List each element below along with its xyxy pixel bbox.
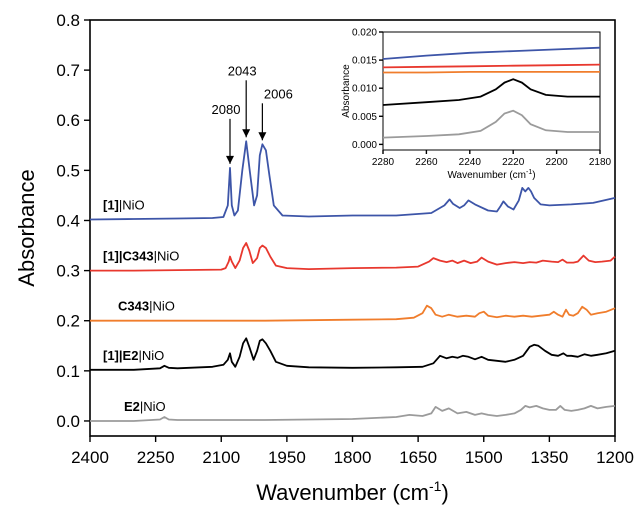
- inset-x-axis-title-text: Wavenumber (cm: [447, 170, 526, 181]
- y-tick-label: 0.6: [56, 111, 80, 130]
- series-label-rest: |NiO: [149, 299, 175, 314]
- peak-arrow-head: [226, 155, 234, 164]
- y-tick-label: 0.4: [56, 211, 80, 230]
- inset-plot: 2280 2260 2240 2220 2200 2180 0.000 0.005 0.010 0…: [341, 28, 612, 182]
- y-tick-label: 0.3: [56, 262, 80, 281]
- x-tick-label: 2250: [137, 448, 175, 467]
- x-axis-title-superscript: -1: [429, 478, 442, 494]
- series-label-rest: |NiO: [119, 197, 145, 212]
- inset-y-tick-label: 0.010: [352, 84, 377, 95]
- y-tick-label: 0.7: [56, 61, 80, 80]
- y-tick-label: 0.5: [56, 161, 80, 180]
- y-tick-label: 0.8: [56, 11, 80, 30]
- inset-y-tick-label: 0.005: [352, 112, 377, 123]
- main-plot: 2400 2250 2100 1950 1800 1650 1500 1350 12000.00…: [14, 11, 634, 505]
- inset-y-tick-label: 0.000: [352, 140, 377, 151]
- x-tick-label: 1650: [399, 448, 437, 467]
- x-tick-label: 1950: [268, 448, 306, 467]
- series-label: [1]|C343|NiO: [103, 249, 179, 264]
- inset-x-tick-label: 2280: [372, 157, 395, 168]
- x-axis-title: Wavenumber (cm-1): [256, 478, 449, 505]
- x-tick-label: 1800: [334, 448, 372, 467]
- inset-x-tick-label: 2180: [589, 157, 612, 168]
- series-line: [89, 140, 616, 221]
- peak-arrow-head: [242, 129, 251, 138]
- x-axis-title-text: Wavenumber (cm: [256, 480, 429, 505]
- peak-label: 2006: [264, 86, 293, 101]
- y-tick-label: 0.2: [56, 312, 80, 331]
- inset-x-axis-title-end: ): [532, 170, 535, 181]
- x-tick-label: 2400: [71, 448, 109, 467]
- inset-x-axis-title: Wavenumber (cm-1): [447, 169, 535, 181]
- peak-label: 2043: [228, 63, 257, 78]
- x-tick-label: 1500: [465, 448, 503, 467]
- x-tick-label: 1350: [530, 448, 568, 467]
- series-label: [1]|NiO: [103, 197, 145, 212]
- peak-label: 2080: [212, 102, 241, 117]
- series-label-bold: E2: [124, 399, 140, 414]
- series-line: [90, 242, 616, 272]
- x-tick-label: 2100: [202, 448, 240, 467]
- inset-series-line: [383, 71, 600, 74]
- series-label-rest: |NiO: [140, 399, 166, 414]
- inset-series-line: [382, 63, 601, 69]
- series-line: [90, 404, 616, 422]
- series-label-rest: |NiO: [154, 249, 180, 264]
- inset-x-tick-label: 2260: [415, 157, 438, 168]
- inset-series-line: [382, 46, 601, 60]
- y-tick-label: 0.1: [56, 362, 80, 381]
- inset-y-axis-title: Absorbance: [341, 64, 352, 118]
- inset-x-tick-label: 2240: [459, 157, 482, 168]
- series-label: [1]|E2|NiO: [103, 348, 164, 363]
- series-label: E2|NiO: [124, 399, 166, 414]
- y-axis-title: Absorbance: [14, 169, 39, 286]
- inset-y-tick-label: 0.015: [352, 56, 377, 67]
- series-label-bold: C343: [118, 299, 149, 314]
- inset-y-tick-label: 0.020: [352, 28, 377, 39]
- series-line: [90, 337, 616, 371]
- x-tick-label: 1200: [596, 448, 634, 467]
- series-line: [90, 304, 616, 322]
- series-label-rest: |NiO: [138, 348, 164, 363]
- y-tick-label: 0.0: [56, 412, 80, 431]
- inset-x-tick-label: 2220: [502, 157, 525, 168]
- x-axis-title-end: ): [441, 480, 448, 505]
- inset-series-line: [382, 109, 600, 139]
- series-label-bold: [1]|E2: [103, 348, 138, 363]
- series-label-bold: [1]|C343: [103, 249, 154, 264]
- inset-x-axis-title-superscript: -1: [526, 169, 532, 176]
- inset-series-line: [382, 78, 600, 106]
- series-label: C343|NiO: [118, 299, 175, 314]
- series-label-bold: [1]: [103, 197, 119, 212]
- peak-arrow-head: [258, 132, 267, 141]
- inset-x-tick-label: 2200: [545, 157, 568, 168]
